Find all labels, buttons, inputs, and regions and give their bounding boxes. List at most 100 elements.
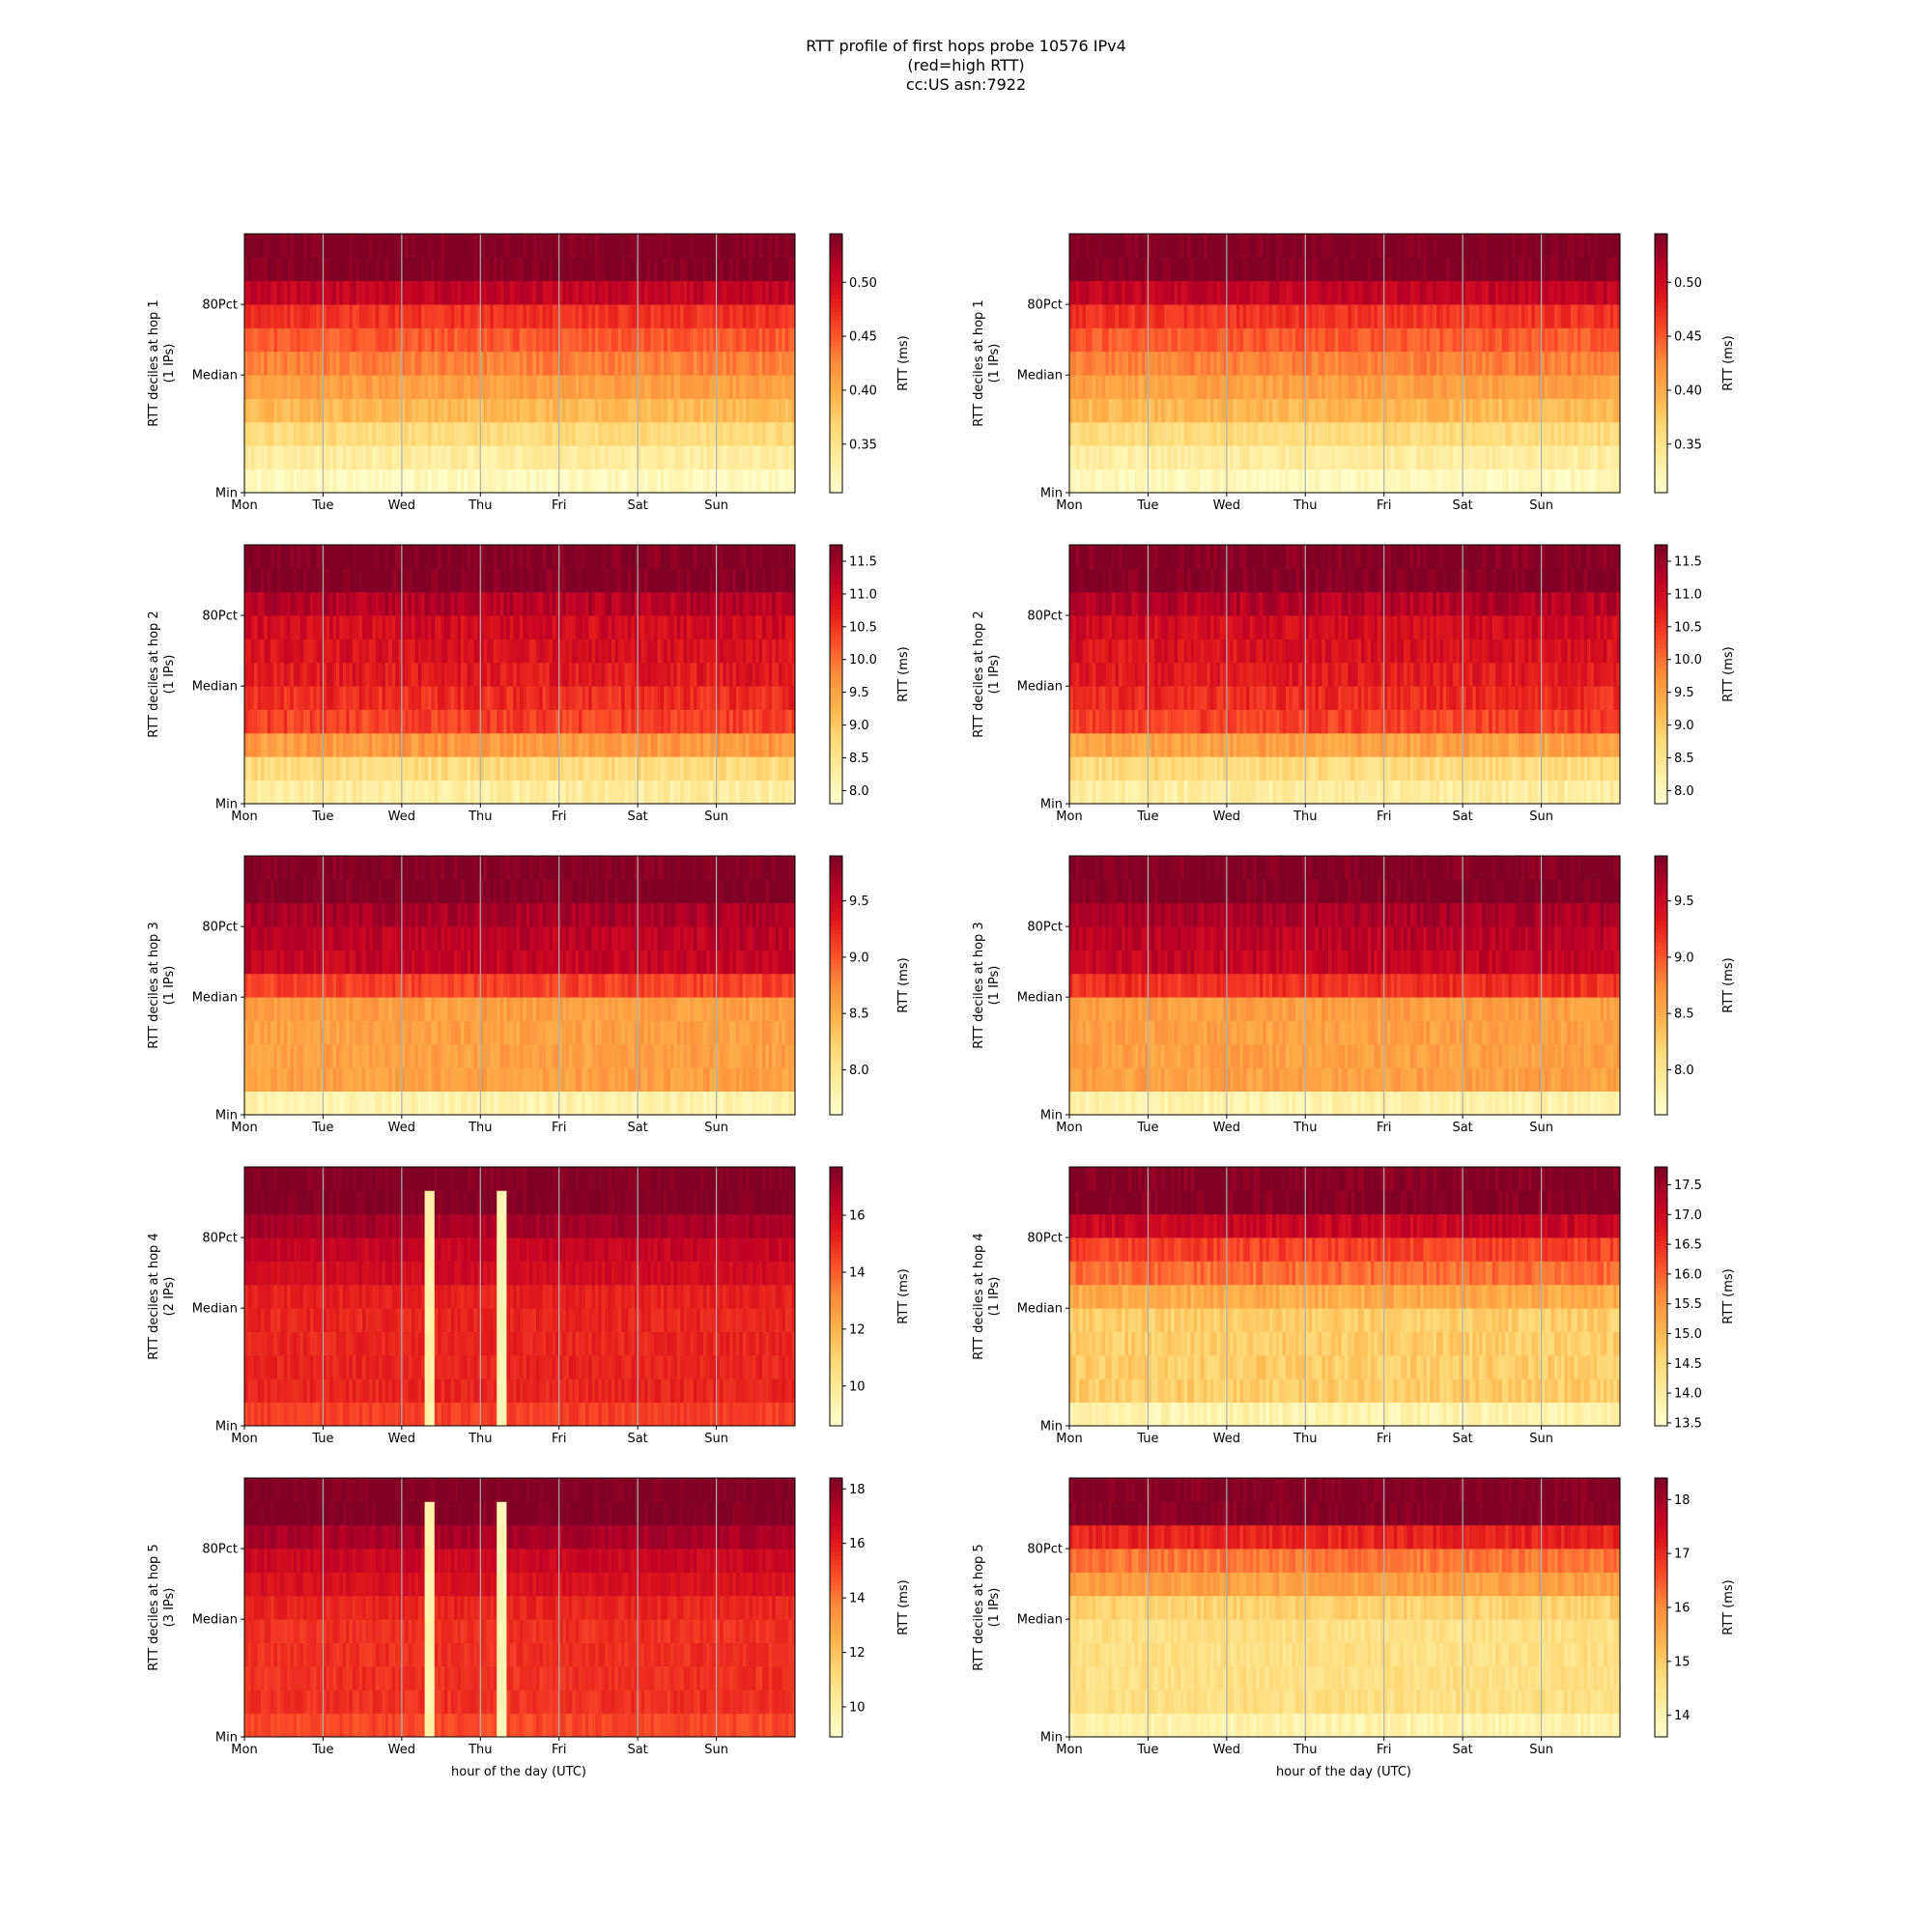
heatmap-cell	[601, 351, 606, 376]
heatmap-cell	[424, 591, 429, 616]
heatmap-cell	[1230, 304, 1235, 328]
heatmap-cell	[1145, 234, 1149, 258]
heatmap-cell	[460, 591, 465, 616]
heatmap-cell	[650, 327, 655, 353]
heatmap-cell	[1456, 234, 1461, 258]
heatmap-cell	[358, 686, 363, 710]
heatmap-cell	[476, 568, 481, 593]
heatmap-cell	[273, 280, 278, 305]
heatmap-cell	[1282, 234, 1287, 258]
heatmap-cell	[365, 327, 370, 353]
colorbar-segment	[830, 436, 842, 441]
heatmap-cell	[1321, 375, 1326, 399]
heatmap-cell	[1145, 398, 1149, 423]
heatmap-cell	[1101, 375, 1106, 399]
heatmap-cell	[424, 662, 429, 687]
heatmap-cell	[1308, 234, 1313, 258]
heatmap-cell	[339, 280, 344, 305]
heatmap-cell	[775, 327, 780, 353]
heatmap-cell	[342, 756, 347, 781]
heatmap-cell	[549, 445, 554, 470]
heatmap-cell	[1406, 398, 1411, 423]
heatmap-cell	[506, 662, 511, 687]
heatmap-cell	[1505, 234, 1510, 258]
heatmap-cell	[293, 568, 298, 593]
heatmap-cell	[1285, 280, 1290, 305]
heatmap-cell	[382, 709, 386, 734]
heatmap-cell	[520, 732, 524, 757]
heatmap-cell	[244, 780, 248, 805]
heatmap-cell	[1495, 398, 1499, 423]
heatmap-cell	[349, 469, 354, 494]
heatmap-cell	[401, 398, 406, 423]
heatmap-cell	[582, 304, 586, 328]
heatmap-cell	[555, 780, 560, 805]
heatmap-cell	[523, 568, 527, 593]
heatmap-cell	[280, 662, 285, 687]
heatmap-cell	[434, 257, 439, 282]
heatmap-cell	[460, 709, 465, 734]
heatmap-cell	[605, 398, 609, 423]
heatmap-cell	[443, 327, 448, 353]
heatmap-cell	[1377, 280, 1381, 305]
colorbar-segment	[830, 315, 842, 321]
heatmap-cell	[1298, 327, 1303, 353]
heatmap-cell	[696, 421, 700, 446]
heatmap-cell	[247, 615, 252, 639]
heatmap-cell	[434, 421, 439, 446]
heatmap-cell	[1122, 445, 1126, 470]
heatmap-cell	[1452, 398, 1457, 423]
heatmap-cell	[276, 709, 281, 734]
heatmap-cell	[1544, 280, 1548, 305]
heatmap-cell	[1098, 398, 1103, 423]
heatmap-cell	[549, 545, 554, 569]
heatmap-cell	[1295, 398, 1299, 423]
heatmap-cell	[506, 545, 511, 569]
heatmap-cell	[1177, 257, 1181, 282]
heatmap-cell	[558, 304, 563, 328]
heatmap-cell	[1171, 445, 1175, 470]
heatmap-cell	[476, 732, 481, 757]
heatmap-cell	[1574, 421, 1578, 446]
heatmap-cell	[1242, 398, 1247, 423]
heatmap-cell	[473, 780, 478, 805]
heatmap-cell	[562, 375, 566, 399]
heatmap-cell	[1220, 421, 1224, 446]
heatmap-cell	[1275, 445, 1280, 470]
heatmap-cell	[342, 709, 347, 734]
heatmap-cell	[440, 686, 445, 710]
heatmap-cell	[412, 375, 415, 399]
heatmap-cell	[480, 327, 485, 353]
heatmap-cell	[372, 662, 377, 687]
heatmap-cell	[1501, 304, 1506, 328]
heatmap-cell	[464, 732, 469, 757]
heatmap-cell	[401, 732, 406, 757]
heatmap-cell	[428, 398, 432, 423]
heatmap-cell	[1253, 234, 1257, 258]
heatmap-cell	[621, 304, 625, 328]
heatmap-cell	[1268, 327, 1273, 353]
heatmap-cell	[497, 469, 501, 494]
heatmap-cell	[1233, 421, 1237, 446]
heatmap-cell	[676, 351, 681, 376]
heatmap-cell	[1268, 421, 1273, 446]
heatmap-cell	[716, 280, 721, 305]
heatmap-cell	[1554, 234, 1558, 258]
heatmap-cell	[565, 351, 570, 376]
heatmap-cell	[1377, 398, 1381, 423]
heatmap-cell	[1118, 445, 1122, 470]
heatmap-cell	[421, 639, 425, 664]
heatmap-cell	[473, 662, 478, 687]
heatmap-cell	[1272, 445, 1277, 470]
heatmap-cell	[372, 780, 377, 805]
heatmap-cell	[1265, 421, 1270, 446]
heatmap-cell	[1282, 398, 1287, 423]
heatmap-cell	[447, 780, 452, 805]
heatmap-cell	[516, 780, 521, 805]
heatmap-cell	[1528, 445, 1532, 470]
heatmap-cell	[1521, 280, 1525, 305]
heatmap-cell	[1101, 469, 1106, 494]
heatmap-cell	[788, 421, 792, 446]
